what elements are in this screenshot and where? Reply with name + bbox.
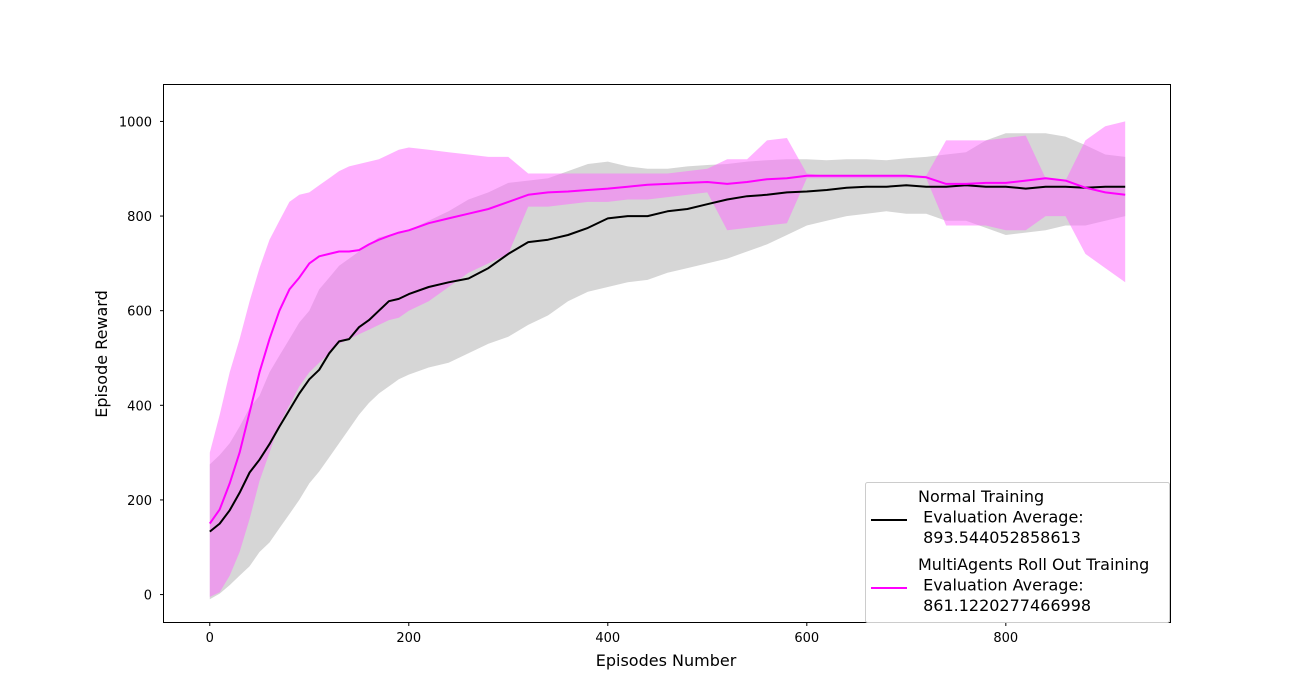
y-axis-label: Episode Reward bbox=[92, 290, 111, 418]
y-tick-label: 1000 bbox=[119, 115, 152, 130]
y-tick-label: 0 bbox=[144, 589, 152, 604]
y-tick-label: 600 bbox=[127, 305, 152, 320]
legend-label-2-line-3: 861.1220277466998 bbox=[918, 596, 1091, 615]
x-tick-label: 600 bbox=[794, 631, 819, 646]
legend-label-1-line-1: Normal Training bbox=[918, 487, 1044, 506]
x-tick-label: 200 bbox=[396, 631, 421, 646]
x-tick-label: 800 bbox=[993, 631, 1018, 646]
series-2-band bbox=[209, 121, 1126, 597]
y-axis: 0 200 400 600 800 1000 bbox=[119, 115, 164, 604]
x-axis: 0 200 400 600 800 bbox=[206, 622, 1018, 646]
plot-area bbox=[208, 121, 1126, 600]
x-tick-label: 0 bbox=[206, 631, 214, 646]
legend-label-1-line-2: Evaluation Average: bbox=[918, 508, 1084, 527]
legend-box bbox=[865, 482, 1170, 623]
series-1-line bbox=[209, 184, 1126, 533]
y-tick-label: 400 bbox=[127, 399, 152, 414]
x-tick-label: 400 bbox=[595, 631, 620, 646]
legend-label-2-line-2: Evaluation Average: bbox=[918, 576, 1084, 595]
series-2-line bbox=[208, 174, 1126, 525]
y-tick-label: 800 bbox=[127, 210, 152, 225]
y-tick-label: 200 bbox=[127, 494, 152, 509]
x-axis-label: Episodes Number bbox=[596, 651, 737, 670]
axes-frame bbox=[163, 84, 1171, 623]
legend: Normal Training Evaluation Average: 893.… bbox=[865, 482, 1170, 623]
legend-label-2-line-1: MultiAgents Roll Out Training bbox=[918, 555, 1149, 574]
legend-label-1-line-3: 893.544052858613 bbox=[918, 528, 1081, 547]
